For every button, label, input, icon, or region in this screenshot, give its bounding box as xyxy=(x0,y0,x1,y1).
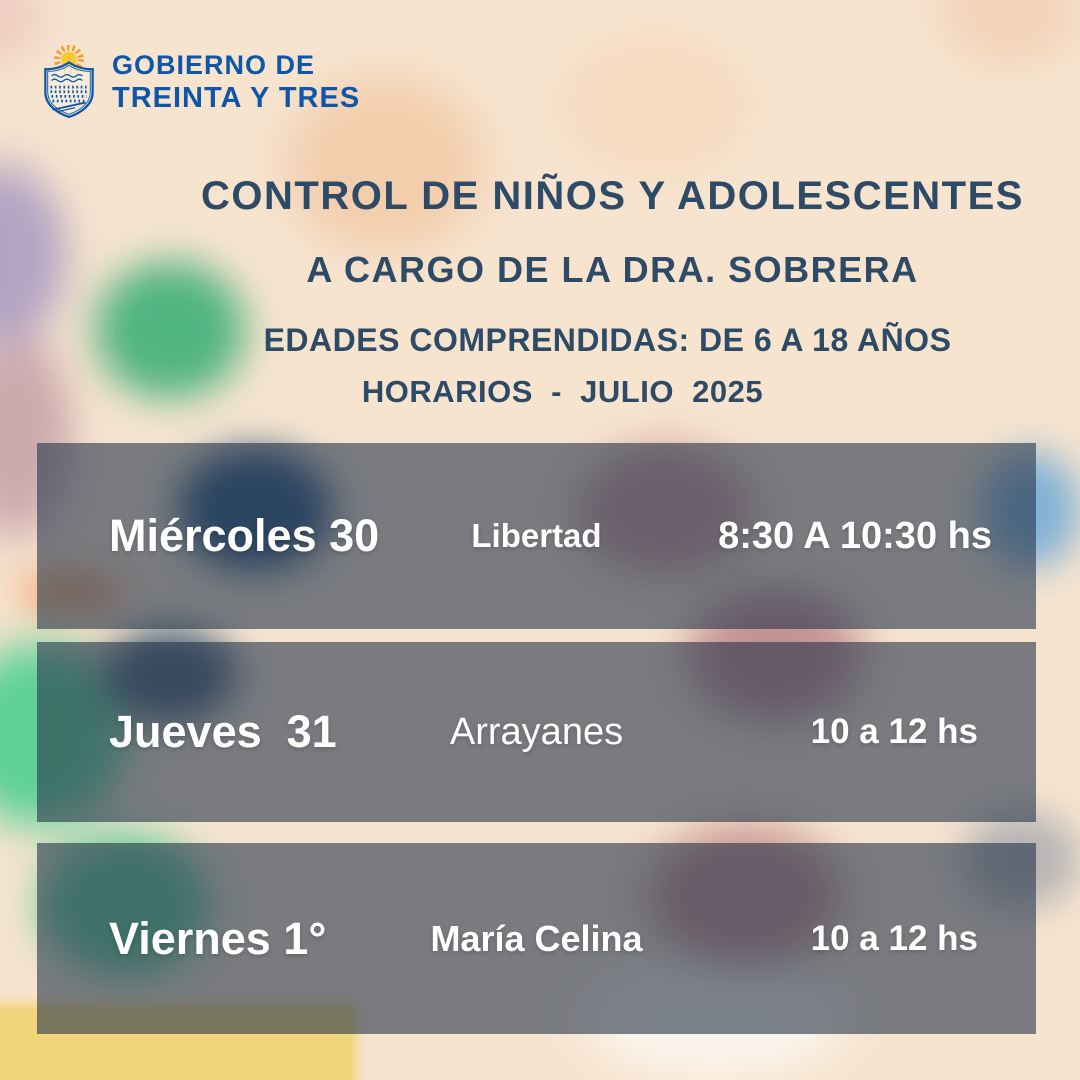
brand-name-line1: GOBIERNO DE xyxy=(112,49,316,80)
row-day: Viernes 1° xyxy=(109,912,327,964)
page-title: CONTROL DE NIÑOS Y ADOLESCENTES xyxy=(201,174,1024,218)
schedule-month-line: HORARIOS - JULIO 2025 xyxy=(361,374,764,409)
row-day: Jueves 31 xyxy=(109,706,337,757)
brand-header: GOBIERNO DE TREINTA Y TRES xyxy=(38,45,360,119)
brand-name: GOBIERNO DE TREINTA Y TRES xyxy=(112,49,361,114)
ages-line: EDADES COMPRENDIDAS: DE 6 A 18 AÑOS xyxy=(263,322,952,358)
schedule-row: Miércoles 30 Libertad 8:30 A 10:30 hs xyxy=(37,443,1036,629)
row-place: María Celina xyxy=(430,917,643,959)
row-time: 8:30 A 10:30 hs xyxy=(718,514,992,557)
row-day: Miércoles 30 xyxy=(109,510,380,561)
row-place: Arrayanes xyxy=(449,710,624,753)
coat-of-arms-icon xyxy=(44,45,94,119)
row-time: 10 a 12 hs xyxy=(810,918,978,958)
row-time: 10 a 12 hs xyxy=(810,712,978,751)
brand-name-line2: TREINTA Y TRES xyxy=(112,81,361,114)
row-place: Libertad xyxy=(471,517,602,554)
page-subtitle: A CARGO DE LA DRA. SOBRERA xyxy=(306,249,919,290)
schedule-row: Viernes 1° María Celina 10 a 12 hs xyxy=(37,843,1036,1034)
schedule-row: Jueves 31 Arrayanes 10 a 12 hs xyxy=(37,642,1036,822)
